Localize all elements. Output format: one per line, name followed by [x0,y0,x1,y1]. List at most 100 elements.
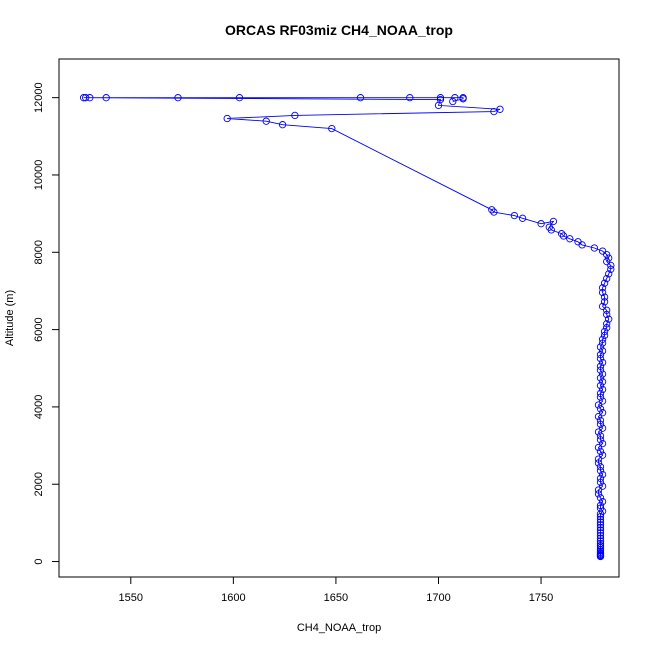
data-point [496,105,504,113]
data-point [594,490,603,498]
data-point [603,306,611,314]
data-point [174,94,182,102]
data-point [594,401,603,409]
data-point [537,220,545,228]
data-point [598,424,607,432]
y-axis-label: Altitude (m) [4,290,16,346]
data-point [596,374,605,382]
y-tick-label: 4000 [33,395,45,419]
data-point [596,405,605,413]
data-point [590,244,599,252]
data-point [566,235,574,243]
data-point [596,463,605,471]
data-point [596,351,605,359]
data-point [596,531,605,540]
data-point [594,443,603,452]
data-point [596,518,605,526]
data-point [596,366,605,374]
data-point [594,486,603,494]
data-point [596,542,605,550]
data-point [547,226,555,234]
data-point [607,261,615,270]
data-point [510,211,519,220]
data-point [598,409,607,417]
data-point [600,298,609,306]
data-point [598,335,607,343]
data-point [594,428,603,436]
data-point [596,552,605,561]
data-point [596,526,605,534]
data-point [598,347,607,355]
x-tick-label: 1700 [426,592,450,604]
data-point [596,513,605,521]
data-point [607,265,615,273]
data-point [490,107,498,116]
data-point [598,397,607,405]
data-point [598,370,607,378]
data-point [603,274,611,283]
data-point [596,510,605,518]
data-point [603,310,611,319]
data-point [596,436,605,444]
data-point [596,354,605,363]
data-point [596,523,605,532]
data-point [328,124,336,133]
data-point [596,521,605,529]
data-point [603,257,611,266]
data-point [434,101,443,110]
data-point [598,339,607,347]
data-point [223,114,231,123]
data-point [596,432,605,440]
data-point [594,455,603,463]
data-point [596,420,605,428]
data-point [79,94,88,102]
data-point [518,214,527,222]
data-point [235,94,244,102]
data-point [594,459,603,467]
data-point [603,320,611,328]
data-point [596,478,605,486]
data-point [596,474,605,483]
y-tick-label: 2000 [33,472,45,496]
x-tick-label: 1600 [221,592,245,604]
data-point [596,343,605,351]
chart-title: ORCAS RF03miz CH4_NOAA_trop [225,22,453,38]
data-point [596,362,605,370]
data-point [598,451,607,459]
data-point [596,381,605,390]
data-point [600,279,609,287]
data-point [598,497,607,506]
y-tick-label: 8000 [33,240,45,264]
data-point [603,250,611,259]
data-series [79,94,615,561]
data-point [559,232,568,240]
data-point [596,534,605,542]
data-point [262,117,270,125]
data-point [490,208,498,216]
data-point [596,416,605,425]
data-point [557,230,566,238]
data-point [596,389,605,398]
data-point [596,529,605,537]
data-point [603,324,611,332]
data-point [596,494,605,502]
data-point [598,358,607,367]
data-point [605,254,613,262]
data-point [600,331,609,340]
data-point [598,482,607,490]
y-tick-label: 12000 [33,82,45,113]
data-point [600,293,609,301]
data-point [459,94,467,102]
data-point [406,94,414,102]
x-tick-label: 1750 [529,592,553,604]
data-point [356,94,365,102]
data-point [451,94,459,102]
data-point [102,94,110,102]
x-axis-label: CH4_NOAA_trop [297,622,381,634]
x-tick-label: 1550 [119,592,143,604]
data-point [605,270,613,278]
data-point [598,385,607,394]
x-axis: 1550 1600 1650 1700 1750 [119,576,553,604]
